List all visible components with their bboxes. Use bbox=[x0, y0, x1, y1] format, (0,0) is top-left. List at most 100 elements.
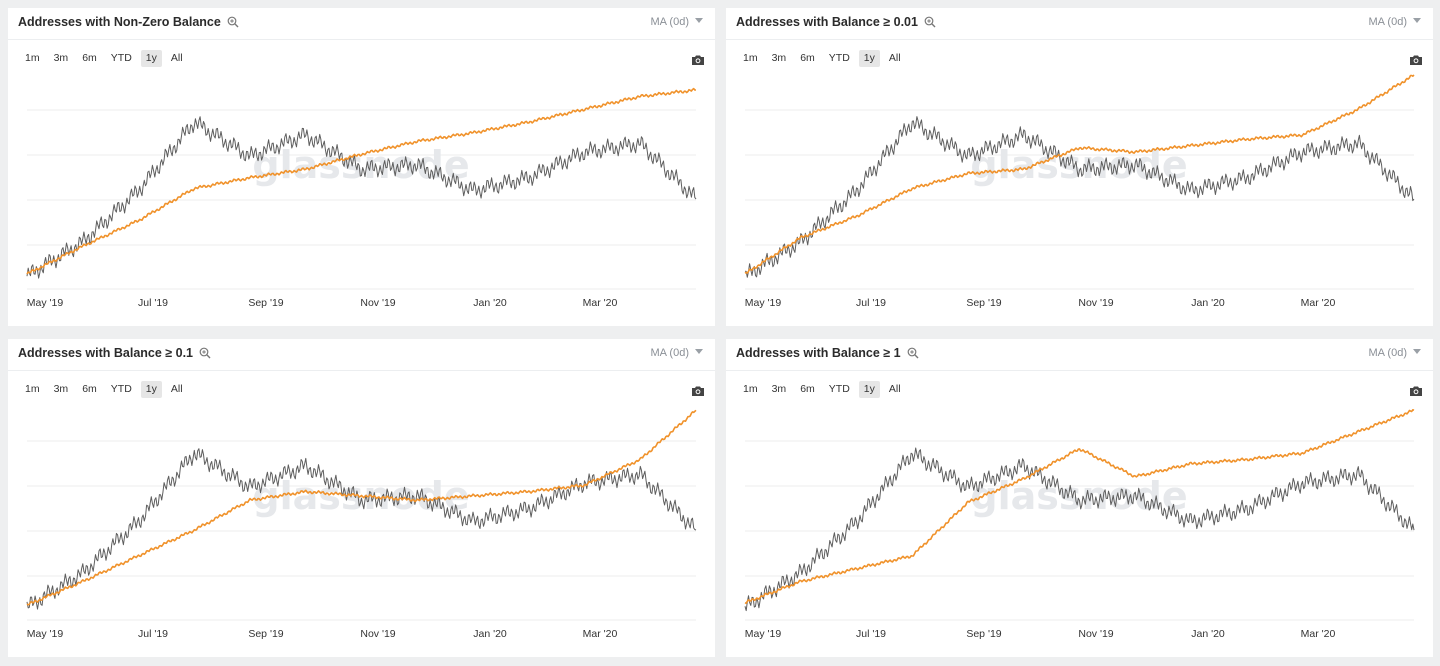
range-button-all[interactable]: All bbox=[888, 383, 901, 395]
range-button-3m[interactable]: 3m bbox=[771, 52, 787, 64]
panel-header: Addresses with Balance ≥ 0.01 MA (0d) bbox=[726, 8, 1433, 40]
range-button-ytd[interactable]: YTD bbox=[110, 52, 132, 64]
x-tick-label: Jan '20 bbox=[1191, 628, 1225, 640]
x-tick-label: Sep '19 bbox=[966, 297, 1001, 309]
x-tick-label: Sep '19 bbox=[248, 628, 283, 640]
x-tick-label: Jul '19 bbox=[856, 628, 886, 640]
chart-plot: glassnode May '19 Jul '19 Sep '19 Nov '19 Jan… bbox=[744, 409, 1415, 640]
chart-title-text: Addresses with Balance ≥ 0.01 bbox=[736, 15, 918, 29]
camera-icon[interactable] bbox=[1409, 384, 1423, 402]
x-tick-label: Mar '20 bbox=[1301, 297, 1336, 309]
chart-panel-balance-0-1: glassnode May '19 Jul '19 Sep '19 Nov '19 Jan… bbox=[8, 339, 715, 657]
x-tick-label: Jul '19 bbox=[138, 297, 168, 309]
ma-label: MA (0d) bbox=[650, 347, 689, 359]
ma-label: MA (0d) bbox=[1368, 16, 1407, 28]
x-tick-label: Jan '20 bbox=[1191, 297, 1225, 309]
series-line-gray bbox=[26, 448, 697, 610]
x-tick-label: Nov '19 bbox=[1078, 297, 1113, 309]
chart-title: Addresses with Balance ≥ 0.1 bbox=[18, 346, 211, 362]
range-button-1m[interactable]: 1m bbox=[25, 383, 40, 395]
series-line-orange bbox=[26, 87, 696, 275]
camera-icon[interactable] bbox=[691, 384, 705, 402]
chart-title-text: Addresses with Balance ≥ 0.1 bbox=[18, 346, 193, 360]
range-button-1y[interactable]: 1y bbox=[858, 381, 880, 398]
x-tick-label: May '19 bbox=[745, 297, 782, 309]
range-button-6m[interactable]: 6m bbox=[82, 383, 97, 395]
camera-icon[interactable] bbox=[691, 53, 705, 71]
watermark-text: glassnode bbox=[252, 143, 469, 187]
x-tick-label: Mar '20 bbox=[1301, 628, 1336, 640]
zoom-in-icon[interactable] bbox=[227, 16, 239, 31]
range-button-1m[interactable]: 1m bbox=[25, 52, 40, 64]
range-button-ytd[interactable]: YTD bbox=[110, 383, 132, 395]
range-button-6m[interactable]: 6m bbox=[800, 383, 815, 395]
zoom-in-icon[interactable] bbox=[924, 16, 936, 31]
ma-label: MA (0d) bbox=[1368, 347, 1407, 359]
caret-down-icon bbox=[1413, 18, 1421, 23]
caret-down-icon bbox=[695, 349, 703, 354]
zoom-in-icon[interactable] bbox=[907, 347, 919, 362]
range-selector: 1m 3m 6m YTD 1y All bbox=[738, 381, 910, 398]
range-button-all[interactable]: All bbox=[888, 52, 901, 64]
x-tick-label: Jan '20 bbox=[473, 297, 507, 309]
chart-title: Addresses with Balance ≥ 1 bbox=[736, 346, 919, 362]
panel-header: Addresses with Non-Zero Balance MA (0d) bbox=[8, 8, 715, 40]
caret-down-icon bbox=[1413, 349, 1421, 354]
chart-panel-balance-1: glassnode May '19 Jul '19 Sep '19 Nov '19 Jan… bbox=[726, 339, 1433, 657]
ma-dropdown[interactable]: MA (0d) bbox=[650, 347, 703, 359]
x-tick-label: Nov '19 bbox=[360, 628, 395, 640]
x-tick-label: Sep '19 bbox=[248, 297, 283, 309]
series-line-gray bbox=[26, 116, 697, 279]
chart-panel-non-zero-balance: glassnode May '19 Jul '19 Sep '19 Nov '19 Jan… bbox=[8, 8, 715, 326]
range-button-1y[interactable]: 1y bbox=[140, 381, 162, 398]
x-tick-label: Nov '19 bbox=[1078, 628, 1113, 640]
range-selector: 1m 3m 6m YTD 1y All bbox=[20, 381, 192, 398]
x-tick-label: Nov '19 bbox=[360, 297, 395, 309]
chart-title: Addresses with Balance ≥ 0.01 bbox=[736, 15, 936, 31]
range-button-1y[interactable]: 1y bbox=[140, 50, 162, 67]
range-button-ytd[interactable]: YTD bbox=[828, 383, 850, 395]
ma-dropdown[interactable]: MA (0d) bbox=[1368, 347, 1421, 359]
x-tick-label: Jul '19 bbox=[856, 297, 886, 309]
x-tick-label: Sep '19 bbox=[966, 628, 1001, 640]
x-tick-label: May '19 bbox=[27, 628, 64, 640]
range-button-3m[interactable]: 3m bbox=[53, 52, 69, 64]
x-tick-label: May '19 bbox=[745, 628, 782, 640]
series-line-gray bbox=[744, 116, 1415, 278]
chart-panel-balance-0-01: glassnode May '19 Jul '19 Sep '19 Nov '19 Jan… bbox=[726, 8, 1433, 326]
x-tick-label: Jan '20 bbox=[473, 628, 507, 640]
series-line-orange bbox=[744, 409, 1415, 604]
range-button-6m[interactable]: 6m bbox=[82, 52, 97, 64]
range-button-1y[interactable]: 1y bbox=[858, 50, 880, 67]
range-button-ytd[interactable]: YTD bbox=[828, 52, 850, 64]
chart-title-text: Addresses with Non-Zero Balance bbox=[18, 15, 221, 29]
range-button-1m[interactable]: 1m bbox=[743, 383, 758, 395]
ma-dropdown[interactable]: MA (0d) bbox=[1368, 16, 1421, 28]
watermark-text: glassnode bbox=[970, 474, 1187, 518]
camera-icon[interactable] bbox=[1409, 53, 1423, 71]
chart-plot: glassnode May '19 Jul '19 Sep '19 Nov '19 Jan… bbox=[26, 87, 697, 309]
range-selector: 1m 3m 6m YTD 1y All bbox=[20, 50, 192, 67]
series-line-orange bbox=[26, 409, 697, 606]
range-button-3m[interactable]: 3m bbox=[771, 383, 787, 395]
ma-label: MA (0d) bbox=[650, 16, 689, 28]
chart-title: Addresses with Non-Zero Balance bbox=[18, 15, 239, 31]
range-button-1m[interactable]: 1m bbox=[743, 52, 758, 64]
x-tick-label: Jul '19 bbox=[138, 628, 168, 640]
panel-header: Addresses with Balance ≥ 0.1 MA (0d) bbox=[8, 339, 715, 371]
range-button-3m[interactable]: 3m bbox=[53, 383, 69, 395]
x-tick-label: Mar '20 bbox=[583, 628, 618, 640]
range-button-all[interactable]: All bbox=[170, 52, 183, 64]
x-tick-label: May '19 bbox=[27, 297, 64, 309]
panel-header: Addresses with Balance ≥ 1 MA (0d) bbox=[726, 339, 1433, 371]
zoom-in-icon[interactable] bbox=[199, 347, 211, 362]
range-button-all[interactable]: All bbox=[170, 383, 183, 395]
range-selector: 1m 3m 6m YTD 1y All bbox=[738, 50, 910, 67]
range-button-6m[interactable]: 6m bbox=[800, 52, 815, 64]
x-tick-label: Mar '20 bbox=[583, 297, 618, 309]
ma-dropdown[interactable]: MA (0d) bbox=[650, 16, 703, 28]
caret-down-icon bbox=[695, 18, 703, 23]
